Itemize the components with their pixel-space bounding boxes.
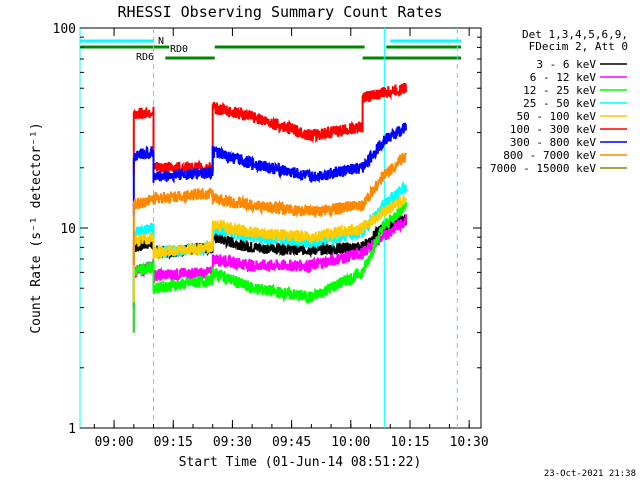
legend-title-line-2: FDecim 2, Att 0 <box>529 40 628 53</box>
chart-title: RHESSI Observing Summary Count Rates <box>117 3 442 21</box>
legend-entry-label: 25 - 50 keV <box>523 97 596 110</box>
flag-label-rd6: RD6 <box>136 52 154 63</box>
legend-entry-label: 7000 - 15000 keV <box>490 162 596 175</box>
legend-entry-label: 3 - 6 keV <box>536 58 596 71</box>
flag-label-n: N <box>158 36 164 47</box>
x-tick-label: 09:15 <box>154 435 193 450</box>
y-tick-label: 100 <box>53 22 76 37</box>
legend-entry-label: 6 - 12 keV <box>530 71 597 84</box>
y-axis: 1 10 100 <box>53 22 481 437</box>
series-line-2 <box>132 200 407 333</box>
x-tick-label: 09:45 <box>272 435 311 450</box>
series-group <box>132 82 407 333</box>
legend-title-line-1: Det 1,3,4,5,6,9, <box>522 28 628 41</box>
series-line-7 <box>132 152 407 266</box>
x-tick-label: 10:15 <box>390 435 429 450</box>
y-tick-label: 1 <box>68 422 76 437</box>
generated-timestamp: 23-Oct-2021 21:38 <box>544 469 636 479</box>
flag-label-rd0: RD0 <box>170 44 188 55</box>
legend-entry-label: 300 - 800 keV <box>510 136 596 149</box>
x-tick-label: 10:30 <box>450 435 489 450</box>
x-tick-label: 10:00 <box>331 435 370 450</box>
series-line-6 <box>132 122 407 216</box>
series-line-4 <box>132 194 407 303</box>
x-axis-label: Start Time (01-Jun-14 08:51:22) <box>179 455 422 470</box>
x-tick-label: 09:00 <box>94 435 133 450</box>
legend-entry-label: 50 - 100 keV <box>517 110 597 123</box>
y-axis-label: Count Rate (s⁻¹ detector⁻¹) <box>29 122 44 333</box>
legend-entry-label: 100 - 300 keV <box>510 123 596 136</box>
x-axis: 09:00 09:15 09:30 09:45 10:00 10:15 10:30 <box>93 28 489 450</box>
legend-entry-label: 800 - 7000 keV <box>503 149 596 162</box>
legend: Det 1,3,4,5,6,9, FDecim 2, Att 0 3 - 6 k… <box>490 28 628 175</box>
observing-flags: N RD0 RD6 <box>80 36 461 63</box>
x-tick-label: 09:30 <box>213 435 252 450</box>
legend-entry-label: 12 - 25 keV <box>523 84 596 97</box>
y-tick-label: 10 <box>60 222 76 237</box>
series-line-1 <box>132 214 407 333</box>
